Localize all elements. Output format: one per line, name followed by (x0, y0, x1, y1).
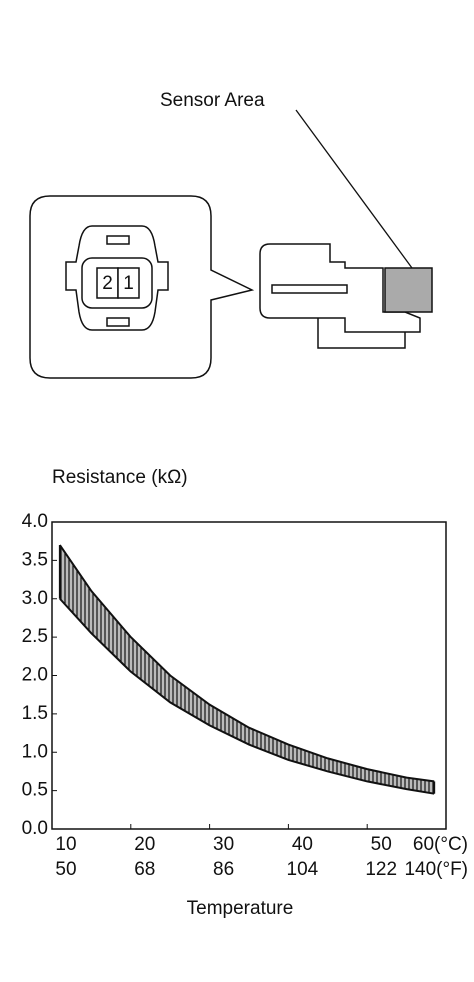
y-tick-label: 4.0 (22, 511, 48, 532)
x-tick-label: 50 (55, 859, 76, 880)
band-edge (59, 544, 435, 783)
y-tick-label: 2.0 (22, 665, 48, 686)
y-tick-label: 0.0 (22, 818, 48, 839)
y-axis-title: Resistance (kΩ) (52, 467, 188, 488)
x-tick-label: 20 (134, 834, 155, 855)
x-tick-label: 104 (287, 859, 319, 880)
x-tick-label: 140(°F) (404, 859, 468, 880)
band-edge (59, 598, 435, 795)
key (106, 317, 130, 327)
x-tick-label: 86 (213, 859, 234, 880)
y-tick-label: 2.5 (22, 626, 48, 647)
y-tick-label: 3.5 (22, 549, 48, 570)
y-tick-label: 0.5 (22, 780, 48, 801)
latch (106, 235, 130, 245)
leader-line (295, 109, 413, 269)
y-tick-label: 1.0 (22, 741, 48, 762)
x-tick-label: 122 (365, 859, 397, 880)
sensor-area (384, 267, 433, 313)
sensor-slot (271, 284, 348, 294)
x-tick-label: 30 (213, 834, 234, 855)
x-tick-label: 40 (292, 834, 313, 855)
pin-label: 1 (123, 273, 134, 294)
y-tick-label: 1.5 (22, 703, 48, 724)
resistance-band (59, 545, 435, 794)
pin-label: 2 (102, 273, 113, 294)
x-tick-label: 60(°C) (413, 834, 468, 855)
x-tick-label: 50 (371, 834, 392, 855)
x-axis-title: Temperature (187, 898, 294, 919)
x-tick-label: 68 (134, 859, 155, 880)
y-tick-label: 3.0 (22, 588, 48, 609)
pin (117, 267, 140, 299)
sensor-label: Sensor Area (160, 90, 265, 111)
connector-diagram: Sensor Area 2 1 (29, 90, 433, 379)
x-tick-label: 10 (55, 834, 76, 855)
